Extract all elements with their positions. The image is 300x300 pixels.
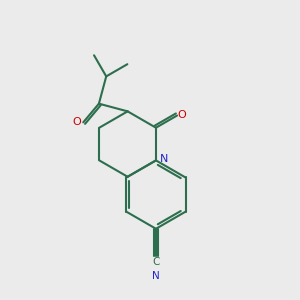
Text: N: N	[160, 154, 168, 164]
Text: O: O	[72, 117, 81, 127]
Text: C: C	[152, 257, 160, 267]
Text: O: O	[177, 110, 186, 120]
Text: N: N	[152, 271, 160, 281]
